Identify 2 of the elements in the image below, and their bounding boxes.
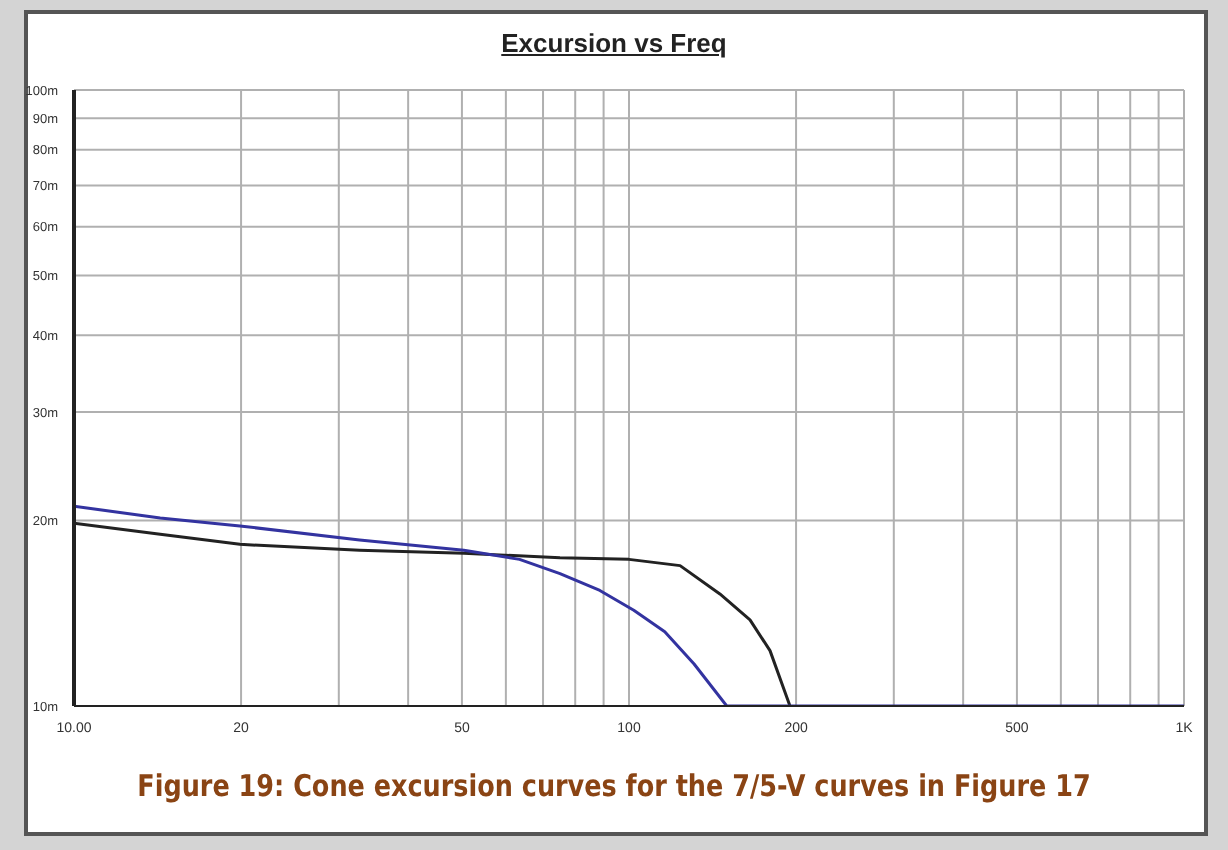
chart-title: Excursion vs Freq (499, 28, 729, 58)
caption: Figure 19: Cone excursion curves for the 7/5-V curves in Figure 17 (135, 768, 1093, 804)
